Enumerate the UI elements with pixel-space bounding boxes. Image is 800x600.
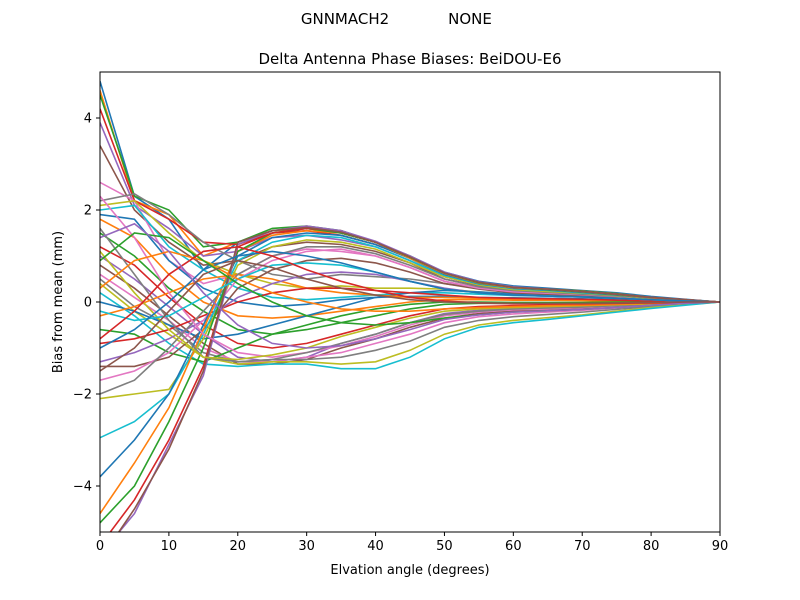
series-line-46	[100, 259, 720, 372]
y-tick-label: −4	[73, 480, 92, 495]
series-line-18	[100, 278, 720, 363]
x-tick-label: 20	[230, 539, 247, 554]
suptitle-right: NONE	[448, 10, 492, 28]
x-tick-label: 40	[367, 539, 384, 554]
series-line-32	[100, 229, 720, 515]
y-tick-label: 0	[84, 296, 92, 311]
series-line-4	[100, 108, 720, 303]
x-tick-label: 80	[643, 539, 660, 554]
series-layer	[100, 80, 720, 532]
series-line-27	[100, 248, 720, 381]
y-tick-label: 2	[84, 204, 92, 219]
series-line-23	[100, 301, 720, 363]
series-line-5	[100, 122, 720, 303]
series-line-2	[100, 90, 720, 303]
x-tick-label: 0	[96, 539, 104, 554]
x-tick-label: 50	[436, 539, 453, 554]
y-tick-label: 4	[84, 112, 92, 127]
x-tick-label: 30	[298, 539, 315, 554]
series-line-24	[100, 287, 720, 345]
x-tick-label: 90	[712, 539, 729, 554]
x-tick-label: 70	[574, 539, 591, 554]
x-axis: 0 10 20 30 40 50 60 70 80 90	[96, 532, 728, 554]
y-tick-label: −2	[73, 388, 92, 403]
suptitle-left: GNNMACH2	[301, 10, 389, 28]
x-tick-label: 60	[505, 539, 522, 554]
series-line-7	[100, 181, 720, 303]
chart-title: Delta Antenna Phase Biases: BeiDOU-E6	[259, 50, 562, 68]
y-axis: −4 −2 0 2 4	[73, 112, 100, 495]
y-axis-label: Bias from mean (mm)	[51, 231, 66, 373]
series-line-45	[100, 222, 720, 349]
x-tick-label: 10	[161, 539, 178, 554]
series-line-36	[117, 226, 720, 532]
series-line-3	[100, 94, 720, 303]
series-line-35	[118, 225, 720, 532]
x-axis-label: Elvation angle (degrees)	[330, 563, 489, 578]
series-line-9	[100, 199, 720, 303]
series-line-1	[100, 80, 720, 303]
series-line-41	[100, 250, 720, 349]
